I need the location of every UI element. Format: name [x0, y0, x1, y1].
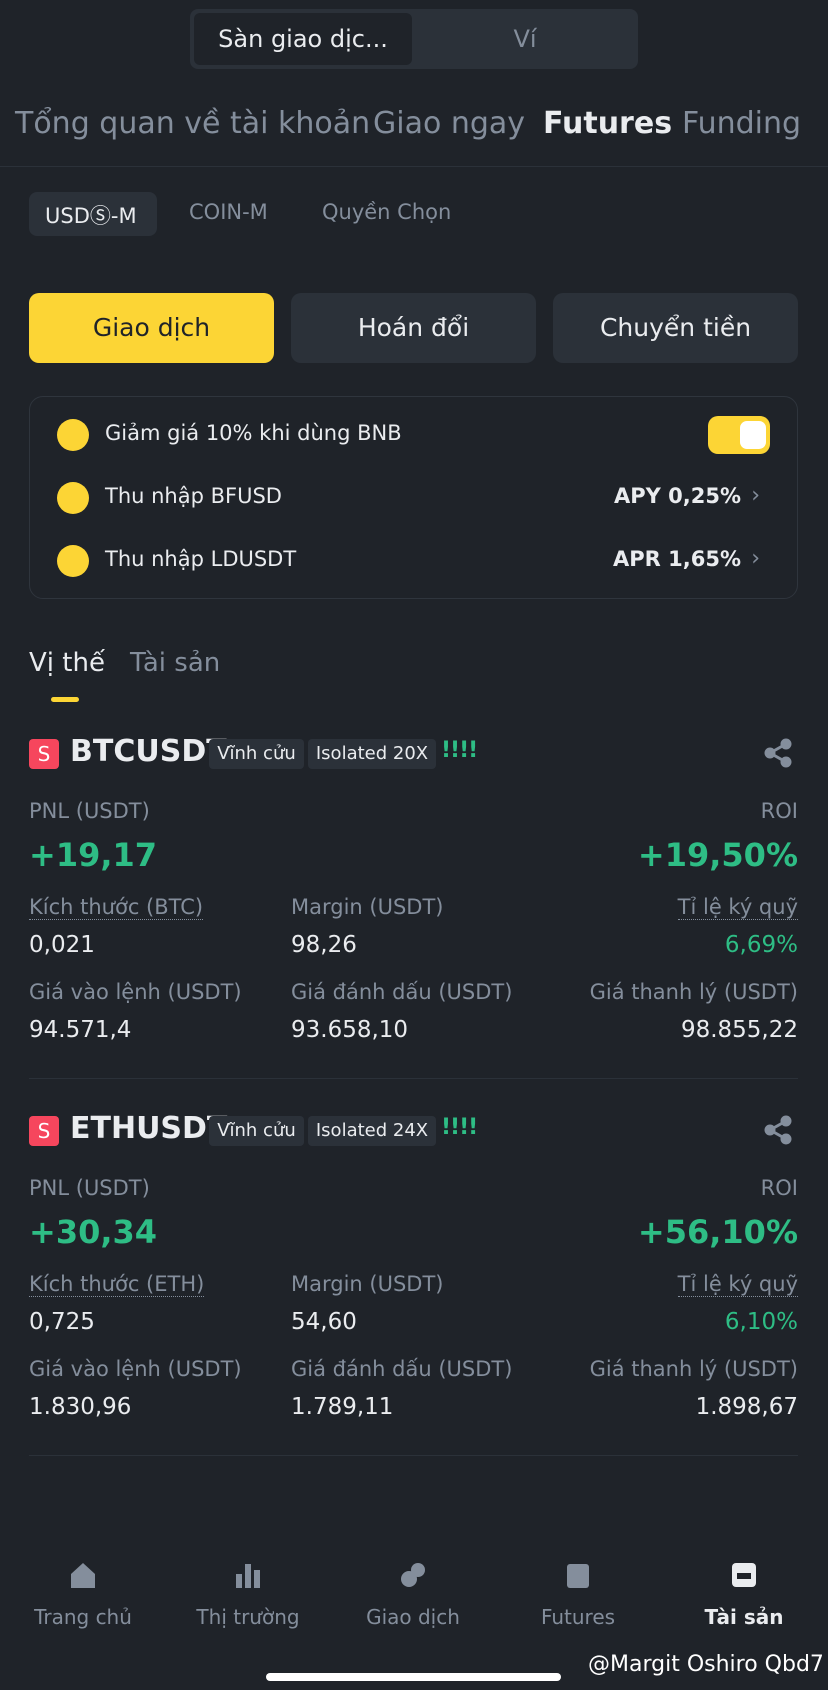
field-label: Giá thanh lý (USDT): [589, 1357, 798, 1381]
field-value: 6,10%: [724, 1309, 798, 1335]
share-icon[interactable]: [763, 1115, 793, 1145]
nav-label[interactable]: Giao dịch: [366, 1605, 460, 1629]
field-label: Kích thước (BTC): [29, 895, 204, 920]
share-icon[interactable]: [763, 738, 793, 768]
tag: Vĩnh cửu: [209, 1116, 304, 1146]
field-value: 93.658,10: [291, 1017, 409, 1043]
earn-rate[interactable]: APY 0,25%: [613, 484, 741, 508]
field-value: 54,60: [291, 1309, 357, 1335]
nav-label[interactable]: Trang chủ: [34, 1605, 132, 1629]
nav-icon[interactable]: [68, 1560, 98, 1590]
home-indicator: [266, 1673, 561, 1681]
roi-value: +19,50%: [637, 836, 798, 874]
field-value: 94.571,4: [29, 1017, 132, 1043]
field-label: Giá vào lệnh (USDT): [29, 980, 242, 1004]
pnl-label: PNL (USDT): [29, 1176, 150, 1200]
coin-icon: [57, 419, 89, 451]
subtab[interactable]: Quyền Chọn: [322, 200, 452, 224]
pnl-value: +30,34: [29, 1213, 158, 1251]
pnl-value: +19,17: [29, 836, 158, 874]
field-value: 1.898,67: [695, 1394, 798, 1420]
toggle-option[interactable]: Sàn giao dịc...: [194, 13, 412, 65]
tab[interactable]: Giao ngay: [373, 106, 526, 141]
earn-rate[interactable]: APR 1,65%: [613, 547, 741, 571]
field-value: 1.830,96: [29, 1394, 132, 1420]
field-label: Giá vào lệnh (USDT): [29, 1357, 242, 1381]
field-value: 6,69%: [724, 932, 798, 958]
subtab[interactable]: COIN-M: [189, 200, 268, 224]
roi-label: ROI: [760, 1176, 798, 1200]
field-label: Kích thước (ETH): [29, 1272, 205, 1297]
field-value: 0,021: [29, 932, 95, 958]
field-label: Margin (USDT): [291, 1272, 444, 1296]
side-badge: S: [29, 739, 59, 769]
watermark: @Margit Oshiro Qbd7: [588, 1652, 824, 1677]
nav-icon[interactable]: [233, 1560, 263, 1590]
tab[interactable]: Tổng quan về tài khoản: [15, 106, 371, 141]
risk-bars: !!!!: [441, 1115, 478, 1140]
subtab-pill: [29, 192, 157, 236]
coin-icon: [57, 482, 89, 514]
button[interactable]: Giao dịch: [29, 293, 274, 363]
earn-label: Thu nhập BFUSD: [105, 484, 282, 508]
subtab[interactable]: USDⓈ-M: [45, 204, 137, 228]
pnl-label: PNL (USDT): [29, 799, 150, 823]
earn-label: Thu nhập LDUSDT: [105, 547, 297, 571]
card: [29, 396, 798, 599]
toggle-option[interactable]: Ví: [513, 25, 537, 53]
field-value: 98,26: [291, 932, 357, 958]
chevron[interactable]: ›: [751, 546, 760, 571]
nav-label[interactable]: Thị trường: [196, 1605, 300, 1629]
tab-underline: [51, 697, 79, 702]
nav-label[interactable]: Tài sản: [704, 1605, 784, 1629]
button[interactable]: Chuyển tiền: [553, 293, 798, 363]
side-badge: S: [29, 1116, 59, 1146]
nav-icon[interactable]: [729, 1560, 759, 1590]
chevron[interactable]: ›: [751, 483, 760, 508]
field-label: Giá thanh lý (USDT): [589, 980, 798, 1004]
field-label: Tỉ lệ ký quỹ: [677, 895, 798, 920]
button[interactable]: Hoán đổi: [291, 293, 536, 363]
coin-icon: [57, 545, 89, 577]
symbol[interactable]: ETHUSDT: [70, 1111, 228, 1146]
divider: [29, 1078, 798, 1079]
tab[interactable]: Futures: [543, 106, 673, 141]
field-label: Giá đánh dấu (USDT): [291, 980, 513, 1004]
tab[interactable]: Funding: [682, 106, 802, 141]
position-tab[interactable]: Tài sản: [130, 648, 221, 678]
position-tab[interactable]: Vị thế: [29, 648, 105, 678]
nav-icon[interactable]: [563, 1560, 593, 1590]
risk-bars: !!!!: [441, 738, 478, 763]
earn-label: Giảm giá 10% khi dùng BNB: [105, 421, 402, 445]
tag: Isolated 24X: [308, 1116, 436, 1146]
roi-label: ROI: [760, 799, 798, 823]
tag: Isolated 20X: [308, 739, 436, 769]
nav-label[interactable]: Futures: [540, 1605, 616, 1629]
symbol[interactable]: BTCUSDT: [70, 734, 227, 769]
field-label: Giá đánh dấu (USDT): [291, 1357, 513, 1381]
field-label: Margin (USDT): [291, 895, 444, 919]
roi-value: +56,10%: [637, 1213, 798, 1251]
switch-knob: [740, 421, 766, 449]
tag: Vĩnh cửu: [209, 739, 304, 769]
divider: [0, 166, 828, 167]
divider: [29, 1455, 798, 1456]
field-label: Tỉ lệ ký quỹ: [677, 1272, 798, 1297]
field-value: 0,725: [29, 1309, 95, 1335]
field-value: 98.855,22: [680, 1017, 798, 1043]
field-value: 1.789,11: [291, 1394, 394, 1420]
nav-icon[interactable]: [398, 1560, 428, 1590]
